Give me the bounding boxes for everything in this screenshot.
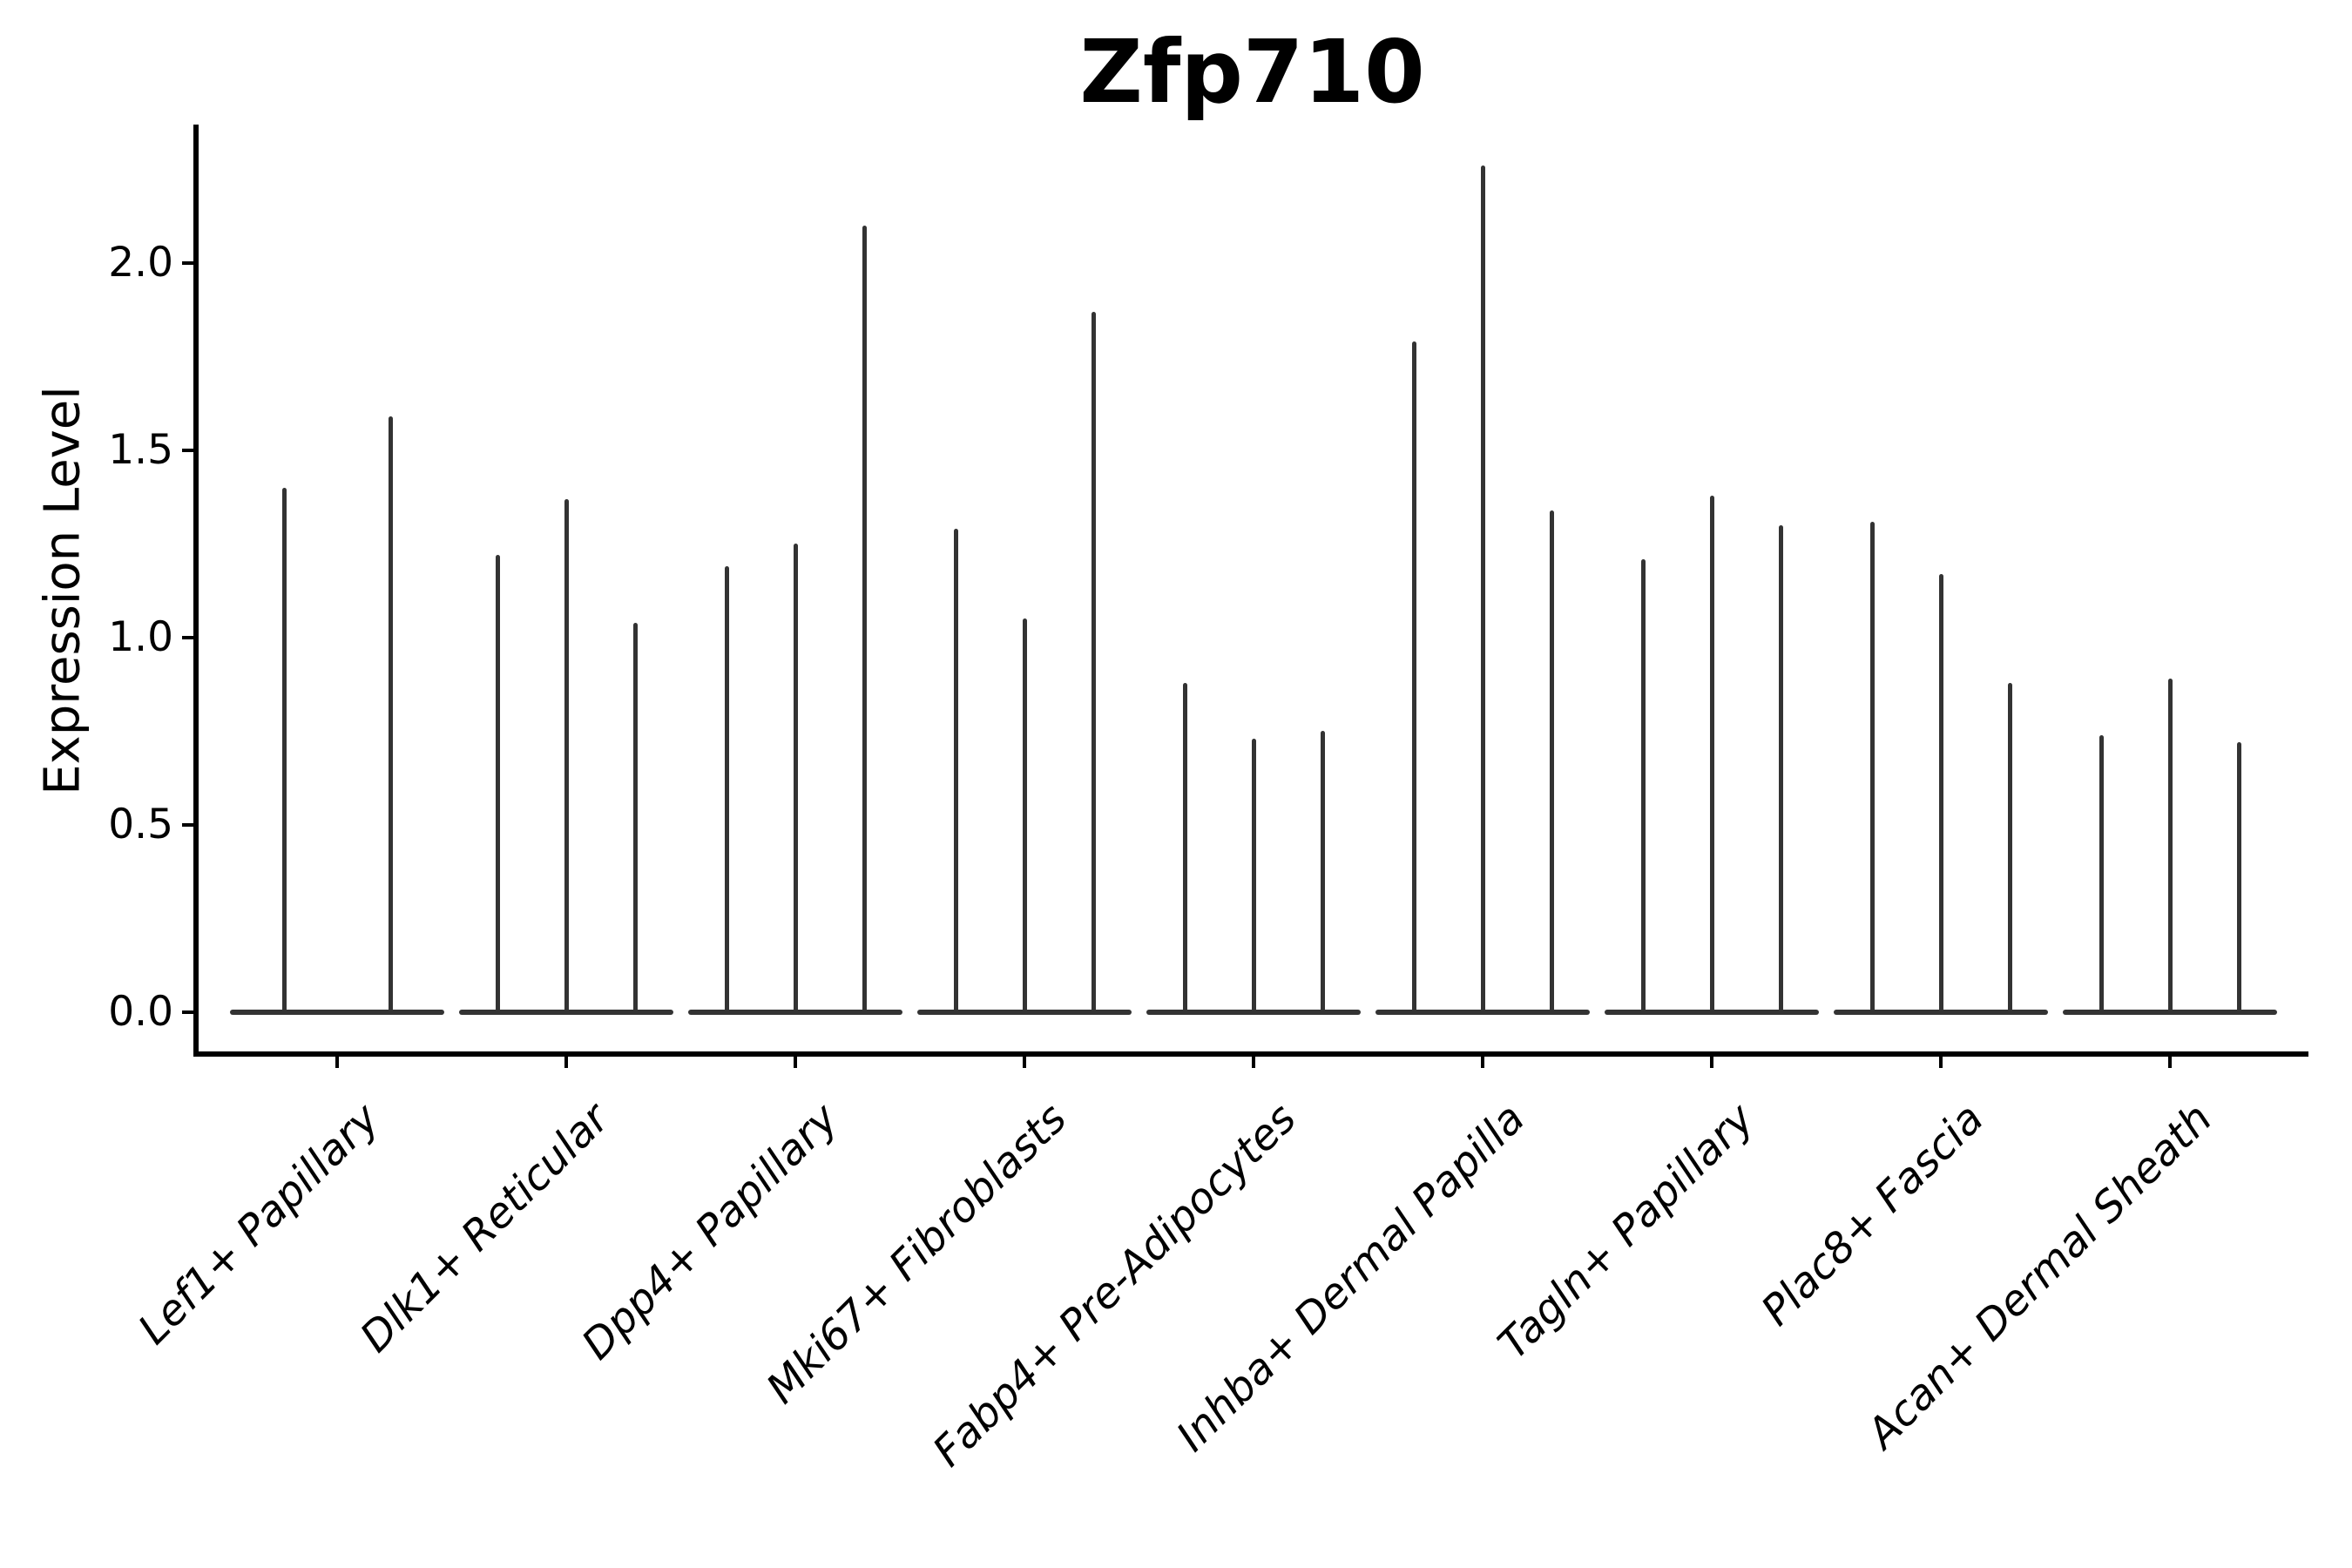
violin-spike [389, 416, 393, 1012]
x-axis-tick [1710, 1057, 1713, 1068]
violin-base [1375, 1010, 1590, 1015]
violin-spike [725, 566, 729, 1012]
violin-base [1146, 1010, 1361, 1015]
x-axis-spine [193, 1051, 2308, 1057]
violin-spike [1939, 574, 1943, 1012]
y-tick-label: 1.5 [108, 426, 173, 474]
x-axis-tick [1939, 1057, 1943, 1068]
violin-spike [1550, 510, 1554, 1012]
violin-spike [1481, 166, 1485, 1012]
violin-spike [794, 544, 798, 1012]
x-axis-tick [564, 1057, 568, 1068]
y-tick-label: 1.0 [108, 613, 173, 661]
violin-base [230, 1010, 444, 1015]
violin-spike [1710, 496, 1714, 1012]
y-axis-tick [182, 449, 193, 452]
violin-base [917, 1010, 1132, 1015]
y-axis-spine [193, 125, 199, 1057]
x-tick-label: Dpp4+ Papillary [572, 1094, 848, 1369]
violin-spike [1092, 312, 1096, 1012]
x-axis-tick [1023, 1057, 1026, 1068]
violin-spike [1321, 731, 1325, 1012]
y-tick-label: 2.0 [108, 239, 173, 287]
violin-spike [2008, 683, 2012, 1012]
x-tick-label: Fabp4+ Pre-Adipocytes [923, 1094, 1306, 1477]
violin-spike [282, 488, 287, 1012]
x-axis-tick [794, 1057, 797, 1068]
violin-base [2063, 1010, 2277, 1015]
y-axis-tick [182, 261, 193, 265]
violin-base [1605, 1010, 1819, 1015]
x-axis-tick [2168, 1057, 2172, 1068]
x-tick-label: Tagln+ Papillary [1489, 1094, 1764, 1369]
x-axis-tick [1481, 1057, 1484, 1068]
violin-spike [496, 555, 500, 1012]
violin-spike [633, 623, 638, 1012]
violin-base [459, 1010, 673, 1015]
violin-spike [1641, 559, 1646, 1012]
x-tick-label: Lef1+ Papillary [129, 1094, 389, 1355]
y-tick-label: 0.5 [108, 801, 173, 848]
violin-spike [1023, 618, 1027, 1012]
violin-spike [2237, 742, 2241, 1012]
violin-spike [2099, 735, 2104, 1012]
y-axis-tick [182, 636, 193, 639]
y-axis-tick [182, 1010, 193, 1014]
violin-spike [1252, 739, 1256, 1012]
violin-spike [1779, 525, 1783, 1012]
violin-spike [564, 499, 569, 1012]
x-tick-label: Plac8+ Fascia [1751, 1094, 1993, 1335]
chart-title: Zfp710 [1079, 21, 1425, 123]
violin-spike [862, 226, 867, 1012]
violin-spike [2168, 679, 2173, 1012]
violin-base [688, 1010, 902, 1015]
x-axis-tick [1252, 1057, 1255, 1068]
x-axis-tick [335, 1057, 339, 1068]
violin-spike [1183, 683, 1187, 1012]
violin-spike [954, 529, 958, 1012]
violin-base [1834, 1010, 2048, 1015]
y-axis-tick [182, 823, 193, 827]
violin-spike [1412, 341, 1416, 1012]
x-tick-label: Dlk1+ Reticular [350, 1094, 618, 1362]
y-tick-label: 0.0 [108, 988, 173, 1036]
violin-spike [1870, 522, 1875, 1012]
